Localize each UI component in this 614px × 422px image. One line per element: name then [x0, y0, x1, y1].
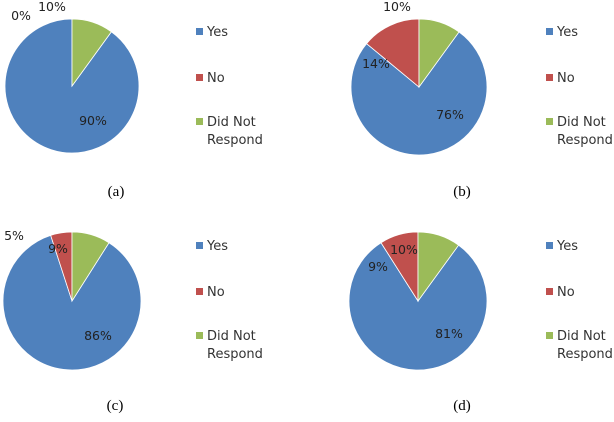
legend-label-yes: Yes	[206, 25, 228, 40]
pie-data-label-yes: 76%	[436, 107, 464, 122]
legend-swatch-yes	[546, 242, 553, 249]
legend-label-no: No	[207, 285, 225, 300]
legend-label-did-not-respond: Did Not Respond	[207, 329, 263, 362]
legend-swatch-yes	[546, 28, 553, 35]
panel-caption: (b)	[453, 184, 471, 200]
panel-caption: (d)	[453, 398, 471, 414]
pie-data-label-did-not-respond: 10%	[390, 242, 418, 257]
pie-slice-did-not-respond	[71, 18, 112, 88]
pie-data-label-no: 9%	[368, 259, 388, 274]
legend-label-did-not-respond: Did Not Respond	[207, 115, 263, 148]
pie-slice-yes	[348, 242, 488, 371]
pie-panel-b: 76% 14% 10% Yes No Did Not Respond (b)	[350, 0, 613, 200]
legend-swatch-no	[196, 74, 203, 81]
pie-data-label-yes: 86%	[84, 328, 112, 343]
legend-label-did-not-respond: Did Not Respond	[557, 115, 613, 148]
pie-data-label-did-not-respond: 9%	[48, 241, 68, 256]
pie-panel-d: 81% 9%10% Yes No Did Not Respond (d)	[348, 231, 613, 414]
legend-swatch-did-not-respond	[196, 332, 203, 339]
pie-slice-yes	[2, 234, 142, 371]
legend-swatch-did-not-respond	[196, 118, 203, 125]
pie-panel-c: 86% 5% 9% Yes No Did Not Respond (c)	[2, 228, 263, 414]
pie-data-label-yes: 90%	[79, 113, 107, 128]
legend-label-no: No	[557, 285, 575, 300]
pie-slice-did-not-respond	[71, 231, 110, 303]
legend-swatch-no	[196, 288, 203, 295]
legend-label-did-not-respond: Did Not Respond	[557, 329, 613, 362]
pie-data-label-yes: 81%	[435, 326, 463, 341]
pie-data-label-no: 5%	[4, 228, 24, 243]
legend-swatch-did-not-respond	[546, 118, 553, 125]
legend-label-no: No	[557, 71, 575, 86]
legend-label-yes: Yes	[206, 239, 228, 254]
legend-label-no: No	[207, 71, 225, 86]
legend-label-yes: Yes	[556, 239, 578, 254]
pie-data-label-no: 0%	[11, 8, 31, 23]
legend-swatch-no	[546, 288, 553, 295]
pie-data-label-did-not-respond: 10%	[38, 0, 66, 14]
panel-caption: (c)	[107, 398, 124, 414]
legend-swatch-yes	[196, 28, 203, 35]
pie-slice-no	[366, 18, 420, 88]
panel-caption: (a)	[108, 184, 125, 200]
legend-label-yes: Yes	[556, 25, 578, 40]
pie-data-label-no: 14%	[362, 56, 390, 71]
pie-panel-a: 90% 0% 10% Yes No Did Not Respond (a)	[4, 0, 263, 200]
pie-slice-yes	[350, 31, 488, 156]
legend-swatch-yes	[196, 242, 203, 249]
pie-data-label-did-not-respond: 10%	[383, 0, 411, 14]
pie-slice-did-not-respond	[418, 18, 460, 89]
legend-swatch-no	[546, 74, 553, 81]
legend-swatch-did-not-respond	[546, 332, 553, 339]
pie-slice-did-not-respond	[417, 231, 460, 303]
